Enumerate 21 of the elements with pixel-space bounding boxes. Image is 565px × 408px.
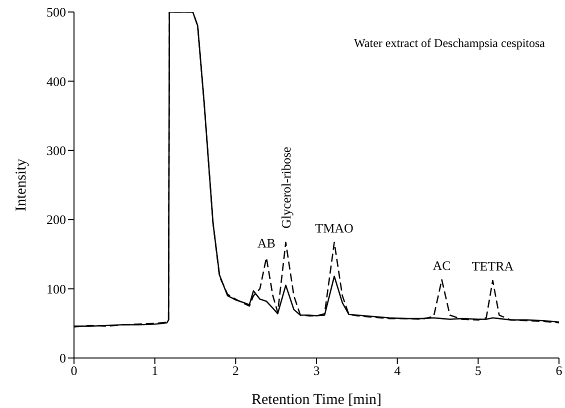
x-tick-label: 1 bbox=[152, 363, 158, 378]
x-tick-label: 4 bbox=[394, 363, 402, 378]
annotation: Glycerol-ribose bbox=[278, 146, 294, 228]
annotation: AB bbox=[257, 236, 276, 251]
y-tick-label: 200 bbox=[46, 212, 66, 228]
y-tick-label: 0 bbox=[60, 350, 66, 366]
x-tick-label: 6 bbox=[556, 363, 563, 378]
x-tick-label: 2 bbox=[232, 363, 239, 378]
annotation: TMAO bbox=[315, 220, 354, 236]
y-axis-title: Intensity bbox=[13, 158, 30, 212]
x-tick-label: 3 bbox=[313, 363, 320, 378]
y-tick-label: 500 bbox=[46, 4, 66, 20]
x-tick-label: 5 bbox=[474, 363, 482, 378]
y-tick-label: 300 bbox=[46, 143, 66, 158]
annotation: TETRA bbox=[472, 258, 514, 274]
x-axis-title: Retention Time [min] bbox=[251, 392, 382, 408]
x-tick-label: 0 bbox=[70, 363, 78, 378]
annotation: AC bbox=[432, 258, 451, 273]
y-tick-label: 400 bbox=[46, 74, 66, 89]
text: Water extract of Deschampsia cespitosa bbox=[354, 36, 545, 51]
y-tick-label: 100 bbox=[46, 281, 66, 296]
